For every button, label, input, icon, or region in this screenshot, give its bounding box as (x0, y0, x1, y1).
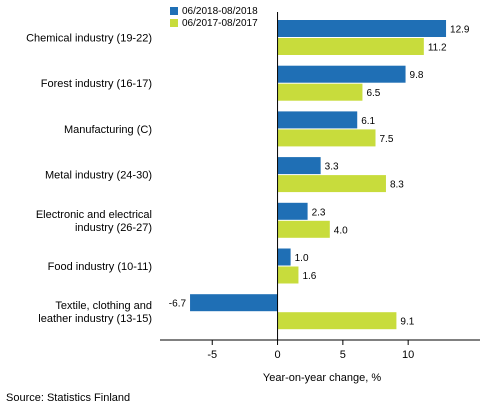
bar-series-2 (277, 129, 376, 147)
value-label: 6.1 (361, 116, 375, 127)
category-label-line: Chemical industry (19-22) (26, 33, 152, 45)
bar-series-1 (277, 65, 406, 83)
bar-series-2 (277, 175, 386, 193)
value-label: 7.5 (380, 134, 394, 145)
category-label-line: Manufacturing (C) (64, 124, 152, 136)
category-labels: Chemical industry (19-22) Forest industry… (26, 33, 152, 326)
x-tick-label: -5 (207, 349, 217, 361)
bar-series-1 (277, 111, 358, 129)
value-label: 12.9 (450, 25, 470, 36)
category-label-line: industry (26-27) (75, 222, 152, 234)
bar-series-1 (277, 20, 447, 37)
category-label: Electronic and electrical industry (26-27… (36, 209, 152, 234)
category-label-line: Forest industry (16-17) (41, 78, 152, 90)
x-axis-title: Year-on-year change, % (263, 372, 381, 384)
legend-label: 06/2017-08/2017 (182, 18, 258, 29)
bar-series-2 (277, 266, 299, 284)
category-label: Manufacturing (C) (64, 124, 152, 136)
value-label: 9.8 (410, 70, 424, 81)
bar-series-1 (277, 157, 321, 175)
category-label: Metal industry (24-30) (45, 170, 152, 182)
bar-series-2 (277, 220, 330, 238)
x-axis: -5 0 5 10 (160, 12, 480, 361)
bar-series-1 (277, 202, 308, 220)
category-label-line: Food industry (10-11) (48, 261, 152, 273)
legend-swatch (170, 19, 178, 27)
bar-series-1 (277, 248, 291, 266)
bar-series-2 (277, 83, 363, 101)
value-label: 1.6 (302, 271, 316, 282)
source-note: Source: Statistics Finland (6, 392, 131, 404)
value-label: 9.1 (400, 317, 414, 328)
value-label: 2.3 (312, 207, 326, 218)
category-label: Chemical industry (19-22) (26, 33, 152, 45)
category-label: Textile, clothing and leather industry (1… (38, 300, 152, 325)
category-label: Forest industry (16-17) (41, 78, 152, 90)
category-label: Food industry (10-11) (48, 261, 152, 273)
category-label-line: Electronic and electrical (36, 209, 152, 221)
value-label: 4.0 (334, 225, 348, 236)
x-tick-label: 0 (274, 349, 280, 361)
bar-series-1 (190, 294, 278, 312)
x-tick-label: 10 (402, 349, 414, 361)
value-label: 8.3 (390, 180, 404, 191)
value-label: 3.3 (325, 162, 339, 173)
category-label-line: Textile, clothing and (55, 300, 152, 312)
bar-series-2 (277, 38, 424, 55)
value-label: 1.0 (295, 253, 309, 264)
x-tick-label: 5 (340, 349, 346, 361)
legend-label: 06/2018-08/2018 (182, 6, 258, 17)
value-label: 6.5 (366, 88, 380, 99)
bar-series-2 (277, 312, 397, 330)
bars-group: 12.911.2 9.8 6.5 6.1 7.5 3.3 8.3 2.3 4.0 1.0 1.6 -6… (169, 20, 470, 330)
value-label: 11.2 (428, 43, 447, 54)
category-label-line: leather industry (13-15) (38, 313, 152, 325)
value-label: -6.7 (169, 299, 187, 310)
legend-swatch (170, 7, 178, 15)
category-label-line: Metal industry (24-30) (45, 170, 152, 182)
